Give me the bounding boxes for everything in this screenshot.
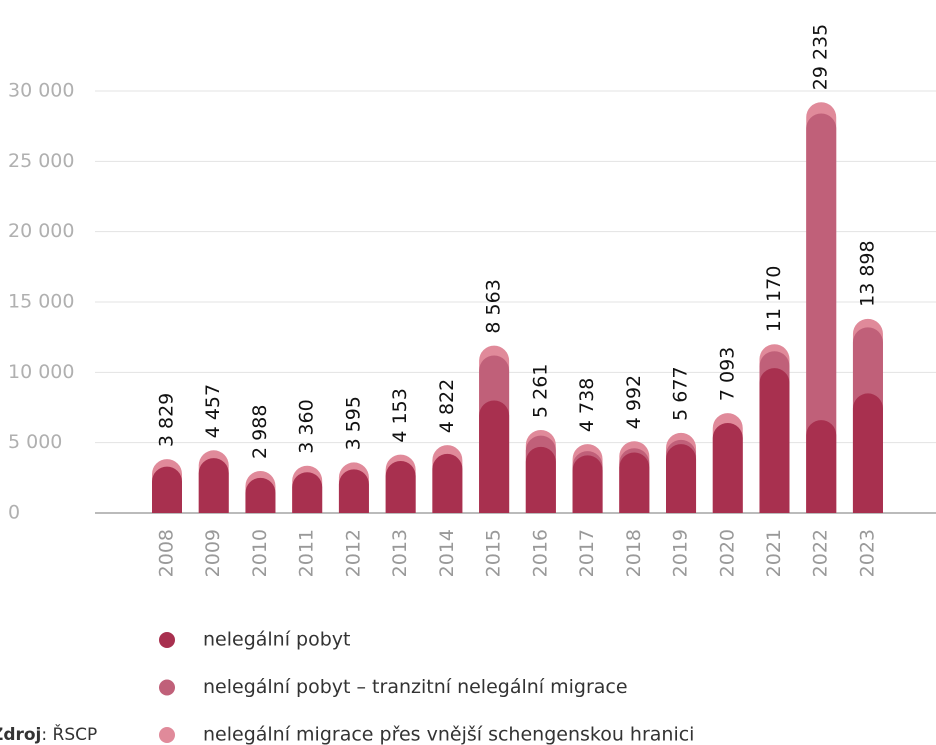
x-tick-label: 2010 xyxy=(249,529,271,577)
bar-label: 29 235 xyxy=(810,24,832,90)
bar-segment xyxy=(806,113,837,513)
bar-label: 13 898 xyxy=(856,240,878,306)
bar-label: 3 360 xyxy=(296,399,318,453)
bar-segment xyxy=(525,446,556,513)
bar-label: 5 261 xyxy=(529,364,551,418)
bar-segment xyxy=(198,458,229,513)
bar-segment xyxy=(852,393,883,513)
source-label: Zdroj xyxy=(0,725,41,745)
x-tick-label: 2018 xyxy=(623,529,645,577)
bar-segment xyxy=(666,444,697,513)
y-tick-label: 25 000 xyxy=(8,150,74,172)
bar-segment xyxy=(479,400,510,513)
bar-segment xyxy=(619,452,650,513)
x-tick-label: 2009 xyxy=(202,529,224,577)
legend-label: nelegální migrace přes vnější schengensk… xyxy=(203,724,694,745)
legend-label: nelegální pobyt xyxy=(203,629,350,651)
y-tick-label: 0 xyxy=(8,502,20,524)
bar-label: 4 992 xyxy=(623,375,645,429)
bar-label: 5 677 xyxy=(670,366,692,420)
bar-segment xyxy=(338,469,369,513)
legend-marker xyxy=(159,632,175,648)
x-tick-label: 2021 xyxy=(763,529,785,577)
y-tick-label: 15 000 xyxy=(8,291,74,313)
legend-marker xyxy=(159,679,175,696)
x-tick-label: 2014 xyxy=(436,529,458,577)
bar-label: 4 153 xyxy=(389,388,411,442)
x-tick-label: 2013 xyxy=(389,529,411,577)
bar-label: 4 457 xyxy=(202,384,224,438)
bar-segment xyxy=(806,420,837,513)
x-tick-label: 2023 xyxy=(856,529,878,577)
x-tick-label: 2011 xyxy=(296,529,318,577)
x-tick-label: 2022 xyxy=(810,529,832,577)
x-tick-label: 2012 xyxy=(342,529,364,577)
bar-label: 3 829 xyxy=(156,393,178,447)
bar-label: 4 738 xyxy=(576,378,598,432)
y-tick-label: 30 000 xyxy=(8,80,74,102)
y-tick-label: 10 000 xyxy=(8,361,74,383)
bar-segment xyxy=(712,422,743,513)
bar-segment xyxy=(385,460,416,513)
x-tick-label: 2015 xyxy=(483,529,505,577)
x-tick-label: 2019 xyxy=(670,529,692,577)
bar-segment xyxy=(572,455,603,513)
bar-label: 11 170 xyxy=(763,266,785,332)
bar-label: 8 563 xyxy=(483,279,505,333)
bar-segment xyxy=(759,368,790,513)
y-tick-label: 20 000 xyxy=(8,220,74,242)
bar-label: 4 822 xyxy=(436,379,458,433)
x-tick-label: 2008 xyxy=(156,529,178,577)
bar-segment xyxy=(245,477,276,513)
source-text: : ŘSCP xyxy=(41,723,97,745)
bar-segment xyxy=(432,453,463,513)
bar-segment xyxy=(292,472,323,513)
x-tick-label: 2016 xyxy=(529,529,551,577)
legend-label: nelegální pobyt – tranzitní nelegální mi… xyxy=(203,676,628,698)
x-tick-label: 2020 xyxy=(716,529,738,577)
x-tick-label: 2017 xyxy=(576,529,598,577)
bar-label: 2 988 xyxy=(249,405,271,459)
y-tick-label: 5 000 xyxy=(8,431,62,453)
bar-label: 7 093 xyxy=(716,347,738,401)
legend-marker xyxy=(159,727,175,743)
source: Zdroj: ŘSCP xyxy=(0,723,97,745)
bar-segment xyxy=(152,466,182,513)
bar-label: 3 595 xyxy=(342,396,364,450)
